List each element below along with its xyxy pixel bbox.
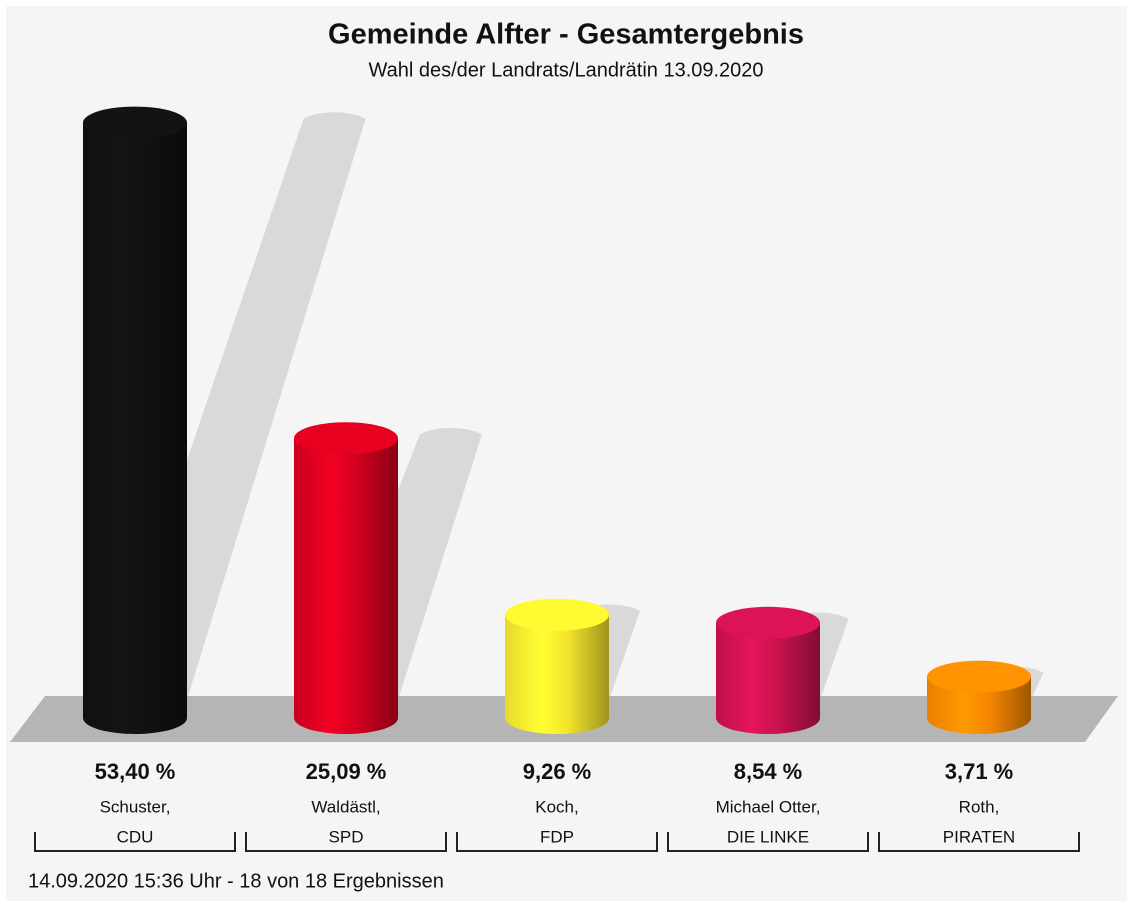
value-label: 8,54 % xyxy=(734,759,803,784)
value-label: 9,26 % xyxy=(523,759,592,784)
category-bracket xyxy=(878,832,1080,852)
bar-top xyxy=(927,660,1031,693)
bar-body xyxy=(83,122,187,735)
category-label: Waldästl, xyxy=(311,797,380,816)
bar-body xyxy=(716,622,820,734)
category-label: Koch, xyxy=(535,797,578,816)
chart-subtitle: Wahl des/der Landrats/Landrätin 13.09.20… xyxy=(368,59,763,81)
category-label: Schuster, xyxy=(100,797,171,816)
bar xyxy=(505,598,609,734)
bar xyxy=(716,606,820,734)
bar-body xyxy=(927,676,1031,734)
bar-body xyxy=(294,438,398,734)
category-label: SPD xyxy=(329,827,364,846)
category-label: CDU xyxy=(117,827,154,846)
bar-body xyxy=(505,614,609,734)
category-label: DIE LINKE xyxy=(727,827,809,846)
bar xyxy=(83,106,187,735)
category-label: Michael Otter, xyxy=(716,797,821,816)
category-bracket xyxy=(245,832,447,852)
bar xyxy=(294,422,398,734)
category-bracket xyxy=(456,832,658,852)
category-label: FDP xyxy=(540,827,574,846)
value-label: 3,71 % xyxy=(945,759,1014,784)
category-label: PIRATEN xyxy=(943,827,1015,846)
value-label: 53,40 % xyxy=(95,759,176,784)
category-bracket xyxy=(667,832,869,852)
chart-title: Gemeinde Alfter - Gesamtergebnis xyxy=(328,19,804,51)
value-label: 25,09 % xyxy=(306,759,387,784)
bar xyxy=(927,660,1031,734)
bar-top xyxy=(505,598,609,631)
bar-top xyxy=(83,106,187,139)
category-bracket xyxy=(34,832,236,852)
category-label: Roth, xyxy=(959,797,1000,816)
footer: 14.09.2020 15:36 Uhr - 18 von 18 Ergebni… xyxy=(28,870,444,892)
bar-top xyxy=(294,422,398,455)
bar-top xyxy=(716,606,820,639)
